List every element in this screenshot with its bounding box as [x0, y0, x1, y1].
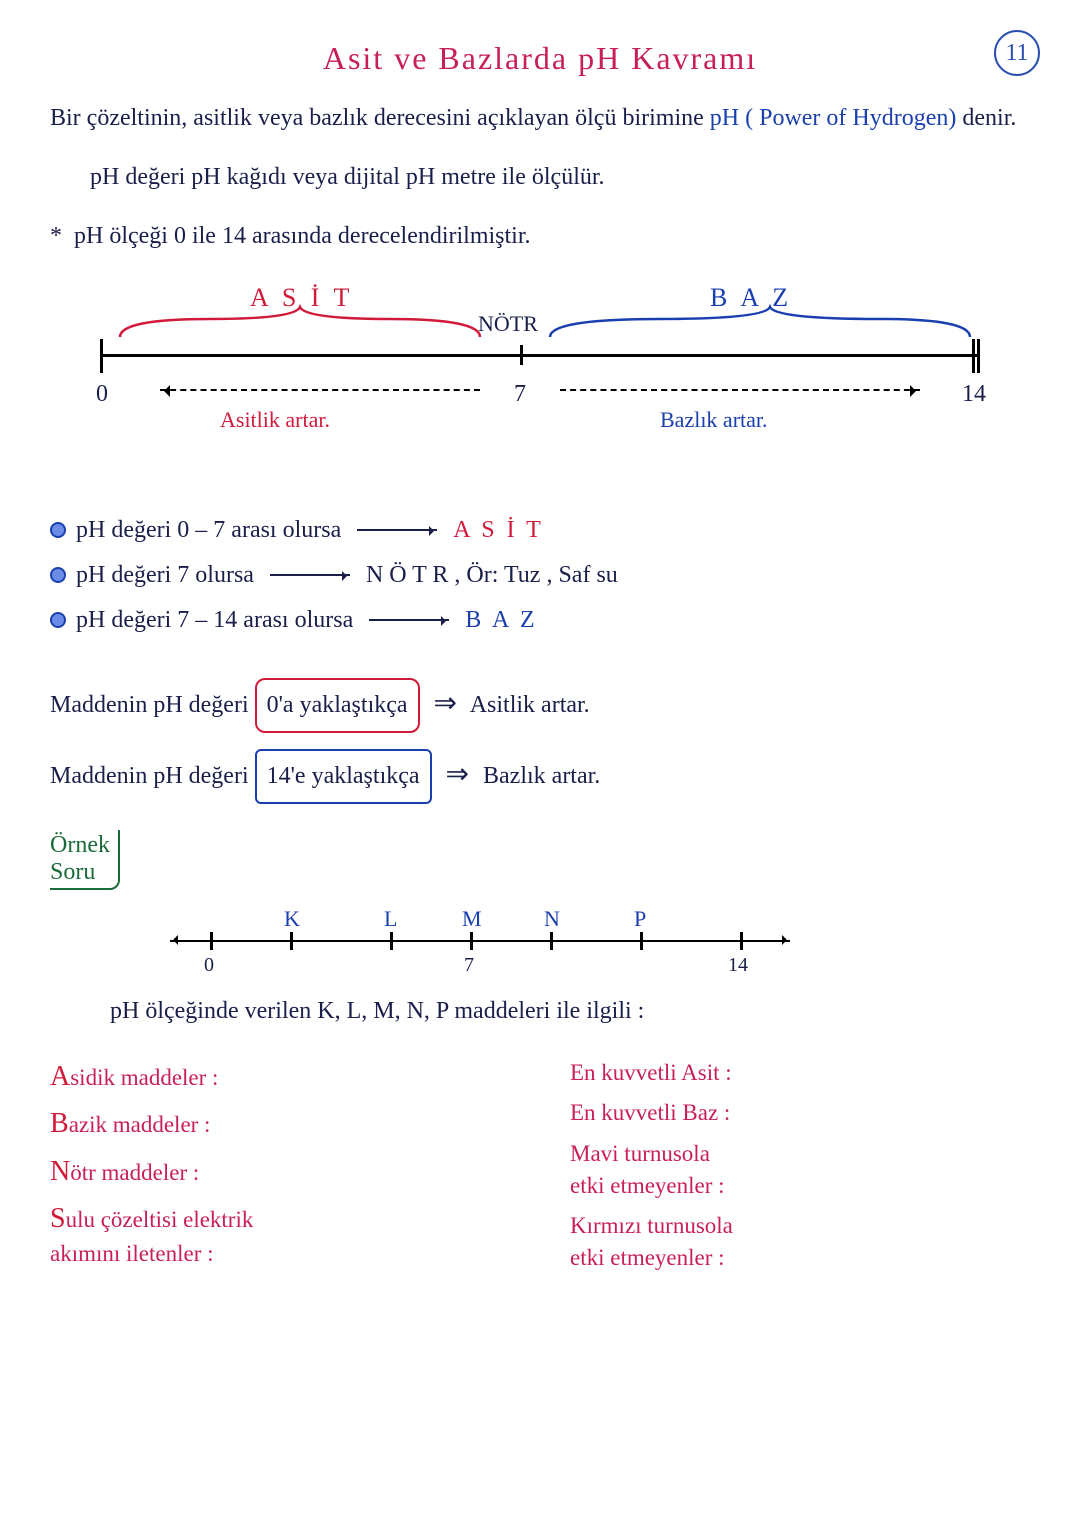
tick-0: [100, 339, 103, 373]
tick-7: [520, 345, 523, 365]
m2-a: Maddenin pH değeri: [50, 763, 249, 789]
ex-tick-l: [390, 932, 393, 950]
left-col: Asidik maddeler : Bazik maddeler : Nötr …: [50, 1049, 510, 1282]
ph-scale-diagram: A S İ T B A Z NÖTR 0 7 14 Asitlik artar.…: [100, 289, 980, 439]
b1-result: A S İ T: [453, 517, 544, 544]
notr-label: NÖTR: [478, 311, 538, 337]
rule-1: Maddenin pH değeri 0'a yaklaştıkça ⇒ Asi…: [50, 678, 1030, 733]
imply-icon: ⇒: [434, 688, 457, 719]
ex-7: 7: [464, 954, 474, 977]
ex-tick-m: [470, 932, 473, 950]
ex-0: 0: [204, 954, 214, 977]
ex-n: N: [544, 906, 560, 932]
scale-axis: [100, 354, 980, 357]
num-7: 7: [514, 381, 526, 408]
num-14: 14: [962, 381, 986, 408]
asit-label: A S İ T: [250, 283, 353, 313]
para1-ph: pH ( Power of Hydrogen): [710, 105, 957, 131]
bullet-icon: [50, 522, 66, 538]
ex-tick-n: [550, 932, 553, 950]
bullet-2: pH değeri 7 olursa N Ö T R , Ör: Tuz , S…: [50, 562, 1030, 589]
ex-14: 14: [728, 954, 748, 977]
ex-k: K: [284, 906, 300, 932]
example-prompt: pH ölçeğinde verilen K, L, M, N, P madde…: [50, 990, 1030, 1033]
arrow-icon: [369, 619, 449, 621]
para1-b: denir.: [962, 105, 1016, 131]
arrow-right: [560, 389, 920, 391]
bazlik-artar: Bazlık artar.: [660, 407, 768, 433]
b2-result: N Ö T R , Ör: Tuz , Saf su: [366, 562, 618, 589]
m1-box: 0'a yaklaştıkça: [255, 678, 420, 733]
m1-res: Asitlik artar.: [470, 692, 590, 718]
star-icon: *: [50, 223, 62, 249]
asitlik-artar: Asitlik artar.: [220, 407, 330, 433]
b3-text: pH değeri 7 – 14 arası olursa: [76, 607, 353, 634]
page-title: Asit ve Bazlarda pH Kavramı: [50, 40, 1030, 77]
question-columns: Asidik maddeler : Bazik maddeler : Nötr …: [50, 1049, 1030, 1282]
right-col: En kuvvetli Asit : En kuvvetli Baz : Mav…: [570, 1049, 1030, 1282]
q-right-1: En kuvvetli Baz :: [570, 1097, 1030, 1129]
q-right-0: En kuvvetli Asit :: [570, 1057, 1030, 1089]
bullet-icon: [50, 567, 66, 583]
m2-res: Bazlık artar.: [483, 763, 600, 789]
ex-axis: [170, 940, 790, 943]
ex-l: L: [384, 906, 397, 932]
q-right-2: Mavi turnusola etki etmeyenler :: [570, 1138, 1030, 1202]
ex-m: M: [462, 906, 482, 932]
ex-tick-p: [640, 932, 643, 950]
q-left-3: Sulu çözeltisi elektrik akımını iletenle…: [50, 1199, 510, 1270]
ornek-tag: Örnek Soru: [50, 830, 120, 890]
rule-2: Maddenin pH değeri 14'e yaklaştıkça ⇒ Ba…: [50, 749, 1030, 804]
example-scale: K L M N P 0 7 14: [170, 900, 790, 980]
ex-tick-14: [740, 932, 743, 950]
arrow-icon: [357, 529, 437, 531]
b1-text: pH değeri 0 – 7 arası olursa: [76, 517, 341, 544]
m2-box: 14'e yaklaştıkça: [255, 749, 432, 804]
page-number: 11: [994, 30, 1040, 76]
b2-text: pH değeri 7 olursa: [76, 562, 254, 589]
arrow-icon: [270, 574, 350, 576]
paragraph-3: * pH ölçeği 0 ile 14 arasında derecelend…: [50, 215, 1030, 258]
ex-tick-0: [210, 932, 213, 950]
baz-label: B A Z: [710, 283, 792, 313]
tick-14b: [977, 339, 980, 373]
num-0: 0: [96, 381, 108, 408]
m1-a: Maddenin pH değeri: [50, 692, 249, 718]
bullet-icon: [50, 612, 66, 628]
paragraph-2: pH değeri pH kağıdı veya dijital pH metr…: [50, 156, 1030, 199]
bullet-1: pH değeri 0 – 7 arası olursa A S İ T: [50, 517, 1030, 544]
q-left-2: Nötr maddeler :: [50, 1152, 510, 1191]
ex-p: P: [634, 906, 646, 932]
imply-icon: ⇒: [446, 759, 469, 790]
ex-tick-k: [290, 932, 293, 950]
para3-text: pH ölçeği 0 ile 14 arasında derecelendir…: [74, 223, 531, 249]
q-left-1: Bazik maddeler :: [50, 1104, 510, 1143]
paragraph-1: Bir çözeltinin, asitlik veya bazlık dere…: [50, 97, 1030, 140]
q-right-3: Kırmızı turnusola etki etmeyenler :: [570, 1210, 1030, 1274]
arrow-left: [160, 389, 480, 391]
q-left-0: Asidik maddeler :: [50, 1057, 510, 1096]
b3-result: B A Z: [465, 607, 537, 634]
para1-a: Bir çözeltinin, asitlik veya bazlık dere…: [50, 105, 710, 131]
tick-14: [972, 339, 975, 373]
bullet-3: pH değeri 7 – 14 arası olursa B A Z: [50, 607, 1030, 634]
